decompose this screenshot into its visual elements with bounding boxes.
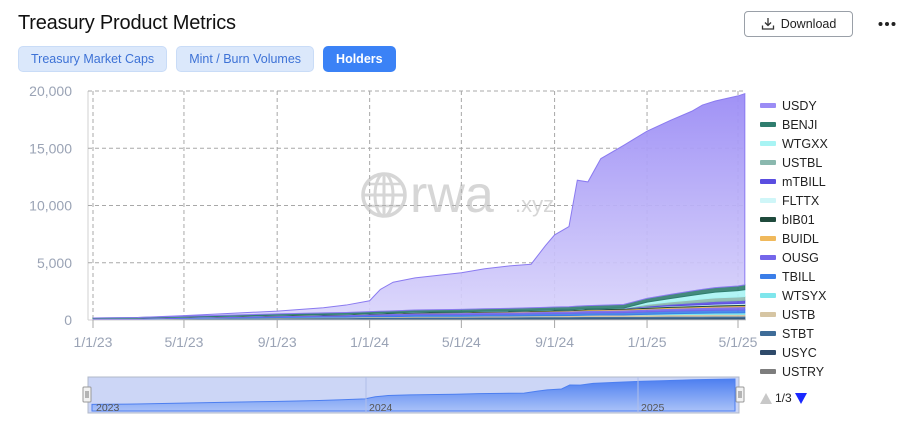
svg-text:.xyz: .xyz — [515, 192, 554, 217]
legend-item-bib01[interactable]: bIB01 — [760, 210, 828, 229]
legend-swatch — [760, 350, 776, 355]
more-horizontal-icon — [878, 22, 896, 26]
legend-item-tbill[interactable]: TBILL — [760, 267, 828, 286]
x-tick-label: 1/1/25 — [628, 334, 667, 350]
legend-item-stbt[interactable]: STBT — [760, 324, 828, 343]
legend-page-indicator: 1/3 — [775, 391, 792, 405]
y-tick-label: 0 — [64, 312, 72, 328]
legend-item-ustry[interactable]: USTRY — [760, 362, 828, 381]
legend-item-ustbl[interactable]: USTBL — [760, 153, 828, 172]
download-icon — [761, 18, 774, 30]
chart-legend: USDY BENJI WTGXX USTBL mTBILL FLTTX bIB0… — [760, 96, 828, 381]
legend-swatch — [760, 331, 776, 336]
legend-item-benji[interactable]: BENJI — [760, 115, 828, 134]
legend-swatch — [760, 236, 776, 241]
x-tick-label: 9/1/24 — [535, 334, 574, 350]
legend-item-usdy[interactable]: USDY — [760, 96, 828, 115]
navigator-right-handle[interactable] — [735, 386, 745, 403]
navigator-left-handle[interactable] — [82, 386, 92, 403]
legend-swatch — [760, 274, 776, 279]
y-tick-label: 5,000 — [37, 255, 72, 271]
legend-item-wtsyx[interactable]: WTSYX — [760, 286, 828, 305]
legend-item-ousg[interactable]: OUSG — [760, 248, 828, 267]
legend-page-down-icon[interactable] — [794, 392, 807, 404]
legend-swatch — [760, 217, 776, 222]
range-navigator[interactable]: 2023 2024 2025 — [82, 376, 745, 414]
holders-chart: rwa .xyz 0 5,000 10,000 15,000 20,000 1/1/23 5… — [0, 80, 907, 446]
y-tick-label: 20,000 — [29, 83, 72, 99]
legend-swatch — [760, 369, 776, 374]
legend-swatch — [760, 255, 776, 260]
x-tick-label: 9/1/23 — [258, 334, 297, 350]
area-usdy[interactable] — [92, 92, 746, 319]
download-button[interactable]: Download — [744, 11, 853, 37]
download-label: Download — [780, 17, 837, 31]
x-tick-label: 1/1/23 — [74, 334, 113, 350]
legend-item-flttx[interactable]: FLTTX — [760, 191, 828, 210]
more-options-button[interactable] — [876, 14, 898, 34]
legend-pager: 1/3 — [760, 391, 807, 405]
chart-axes: 0 5,000 10,000 15,000 20,000 1/1/23 5/1/23 9/1/… — [29, 83, 757, 350]
x-tick-label: 5/1/24 — [442, 334, 481, 350]
page-title: Treasury Product Metrics — [18, 12, 236, 34]
legend-item-mtbill[interactable]: mTBILL — [760, 172, 828, 191]
legend-swatch — [760, 160, 776, 165]
legend-item-buidl[interactable]: BUIDL — [760, 229, 828, 248]
legend-swatch — [760, 103, 776, 108]
legend-page-up-icon[interactable] — [760, 392, 772, 404]
svg-text:2024: 2024 — [369, 402, 393, 414]
watermark-logo: rwa .xyz — [361, 166, 554, 224]
legend-swatch — [760, 198, 776, 203]
x-tick-label: 5/1/25 — [719, 334, 758, 350]
svg-text:2023: 2023 — [96, 402, 120, 414]
x-tick-label: 5/1/23 — [164, 334, 203, 350]
legend-swatch — [760, 293, 776, 298]
tab-holders[interactable]: Holders — [323, 46, 396, 72]
legend-item-ustb[interactable]: USTB — [760, 305, 828, 324]
legend-item-usyc[interactable]: USYC — [760, 343, 828, 362]
y-tick-label: 10,000 — [29, 198, 72, 214]
y-tick-label: 15,000 — [29, 140, 72, 156]
svg-text:2025: 2025 — [641, 402, 665, 414]
metric-tabs: Treasury Market Caps Mint / Burn Volumes… — [18, 46, 396, 72]
legend-swatch — [760, 122, 776, 127]
svg-text:rwa: rwa — [410, 166, 494, 224]
tab-treasury-market-caps[interactable]: Treasury Market Caps — [18, 46, 168, 72]
legend-swatch — [760, 179, 776, 184]
chart-canvas: rwa .xyz 0 5,000 10,000 15,000 20,000 1/1/23 5… — [29, 83, 757, 414]
legend-item-wtgxx[interactable]: WTGXX — [760, 134, 828, 153]
legend-swatch — [760, 312, 776, 317]
tab-mint-burn-volumes[interactable]: Mint / Burn Volumes — [176, 46, 315, 72]
x-tick-label: 1/1/24 — [350, 334, 389, 350]
legend-swatch — [760, 141, 776, 146]
